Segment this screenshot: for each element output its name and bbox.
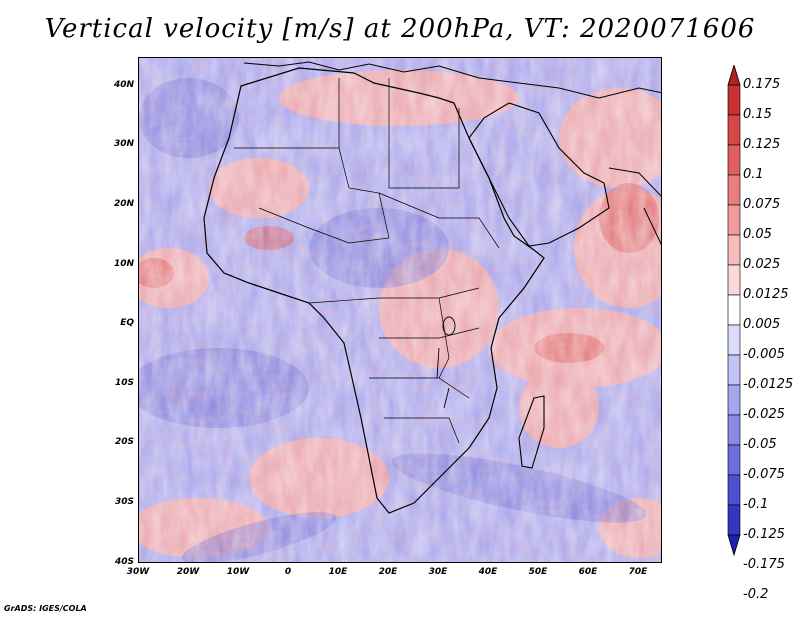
lat-label: 20S: [114, 437, 134, 447]
coastline-europe: [243, 61, 661, 99]
lon-label: 20W: [176, 567, 200, 577]
colorbar-cell: [727, 174, 741, 206]
lon-label: 10E: [328, 567, 348, 577]
colorbar-cell: [727, 84, 741, 116]
colorbar-label: -0.175: [743, 557, 785, 572]
lat-label: 40N: [113, 80, 134, 90]
velocity-field: [139, 58, 661, 562]
colorbar-label: -0.075: [743, 467, 785, 482]
colorbar-top-arrow: [727, 65, 741, 86]
colorbar-label: -0.05: [743, 437, 777, 452]
colorbar-cell: [727, 444, 741, 476]
lat-label: 10S: [114, 378, 134, 388]
lat-label: EQ: [120, 318, 134, 328]
colorbar-cell: [727, 504, 741, 536]
coastline-india: [608, 167, 661, 245]
colorbar-label: 0.0125: [743, 287, 789, 302]
colorbar-cell: [727, 414, 741, 446]
lon-label: 40E: [478, 567, 498, 577]
lon-label: 70E: [628, 567, 648, 577]
colorbar-cell: [727, 114, 741, 146]
colorbar: [727, 65, 741, 557]
colorbar-label: -0.005: [743, 347, 785, 362]
lon-label: 20E: [378, 567, 398, 577]
colorbar-label: -0.125: [743, 527, 785, 542]
colorbar-cell: [727, 234, 741, 266]
lon-label: 50E: [528, 567, 548, 577]
colorbar-cell: [727, 474, 741, 506]
coastline-madagascar: [518, 395, 545, 469]
lon-label: 30E: [428, 567, 448, 577]
colorbar-label: 0.005: [743, 317, 781, 332]
lon-label: 0: [284, 567, 292, 577]
colorbar-cell: [727, 294, 741, 326]
colorbar-label: 0.025: [743, 257, 781, 272]
lon-label: 10W: [226, 567, 250, 577]
lat-label: 30N: [113, 139, 134, 149]
colorbar-cell: [727, 384, 741, 416]
colorbar-label: -0.2: [743, 587, 769, 602]
grads-credit: GrADS: IGES/COLA: [4, 604, 87, 613]
lon-label: 30W: [126, 567, 150, 577]
lat-label: 30S: [114, 497, 134, 507]
map-title: Vertical velocity [m/s] at 200hPa, VT: 2…: [44, 14, 756, 44]
colorbar-label: 0.05: [743, 227, 772, 242]
map-plot-area: [138, 57, 662, 563]
lat-label: 10N: [113, 259, 134, 269]
lat-label: 20N: [113, 199, 134, 209]
colorbar-cell: [727, 144, 741, 176]
colorbar-label: -0.0125: [743, 377, 794, 392]
lat-label: 40S: [114, 557, 134, 567]
colorbar-label: 0.125: [743, 137, 781, 152]
coastline-africa: [203, 67, 545, 514]
colorbar-label: -0.1: [743, 497, 769, 512]
colorbar-label: -0.025: [743, 407, 785, 422]
colorbar-cell: [727, 354, 741, 386]
colorbar-label: 0.075: [743, 197, 781, 212]
colorbar-cell: [727, 324, 741, 356]
colorbar-label: 0.15: [743, 107, 772, 122]
colorbar-cell: [727, 264, 741, 296]
coastline-arabia: [468, 102, 610, 247]
colorbar-label: 0.175: [743, 77, 781, 92]
colorbar-cell: [727, 204, 741, 236]
colorbar-bottom-arrow: [727, 534, 741, 557]
lon-label: 60E: [578, 567, 598, 577]
colorbar-label: 0.1: [743, 167, 764, 182]
